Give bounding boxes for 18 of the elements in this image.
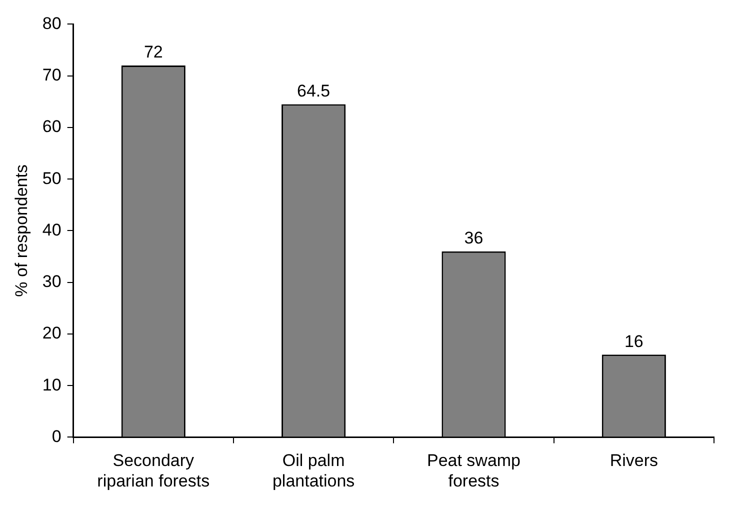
y-tick-label: 40: [42, 220, 62, 240]
data-label: 72: [144, 42, 163, 62]
y-tick-label: 30: [42, 272, 62, 292]
x-tick-label: Rivers: [610, 451, 658, 470]
y-tick-label: 0: [52, 426, 62, 446]
data-label: 64.5: [297, 81, 330, 100]
y-tick-label: 70: [42, 66, 62, 85]
y-axis-title: % of respondents: [12, 164, 31, 297]
y-tick-label: 20: [42, 324, 62, 343]
data-label: 36: [464, 228, 484, 248]
y-tick-label: 80: [42, 14, 62, 33]
x-tick-label: Secondary riparian forests: [97, 451, 210, 490]
data-label: 16: [624, 332, 644, 351]
y-tick-label: 50: [42, 168, 62, 188]
x-tick-label: Oil palm plantations: [272, 451, 355, 490]
y-tick-label: 60: [42, 117, 62, 136]
x-tick-label: Peat swamp forests: [426, 451, 521, 490]
y-tick-label: 10: [42, 375, 62, 394]
